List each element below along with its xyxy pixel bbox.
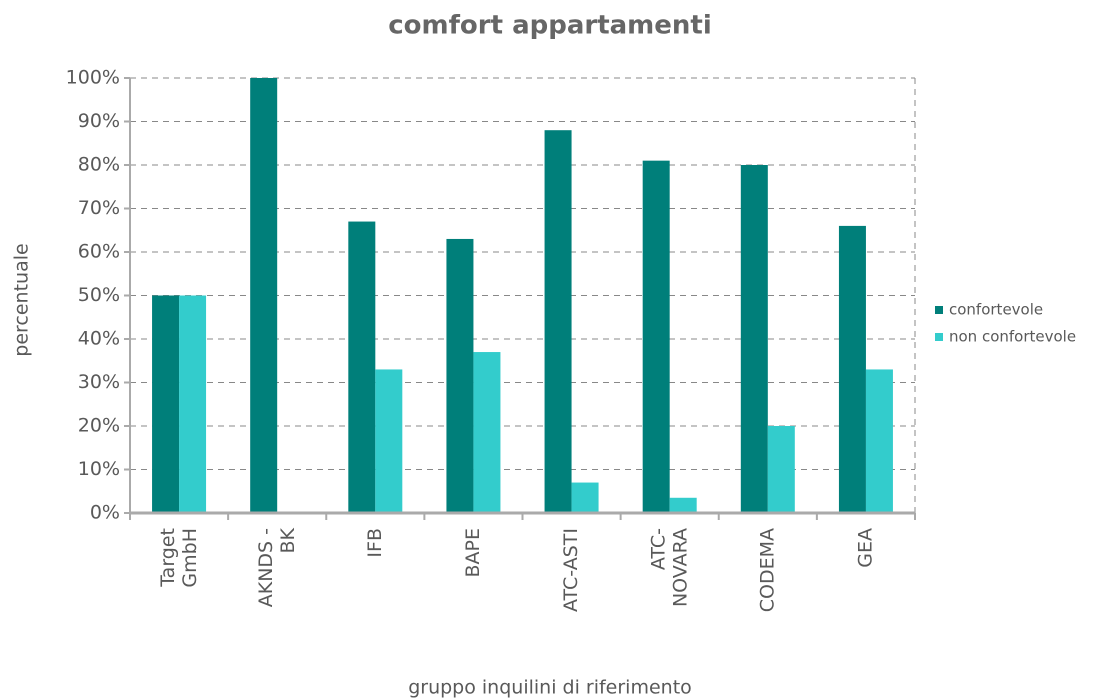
x-tick-label: AKNDS -BK xyxy=(255,527,299,607)
bar xyxy=(767,426,795,513)
bar xyxy=(669,497,697,513)
bar xyxy=(571,482,599,513)
x-tick-label: ATC-ASTI xyxy=(560,528,582,612)
y-axis-label: percentuale xyxy=(11,243,33,356)
bar xyxy=(740,165,768,513)
x-tick-label: ATC-NOVARA xyxy=(647,528,691,607)
bar xyxy=(179,295,207,513)
bar xyxy=(348,221,376,514)
x-tick-label: GEA xyxy=(854,528,876,568)
bar xyxy=(250,78,278,513)
bar xyxy=(865,369,893,513)
x-tick-label: BAPE xyxy=(462,528,484,578)
chart-title: comfort appartamenti xyxy=(388,11,712,41)
y-tick-label: 60% xyxy=(78,241,120,263)
bar xyxy=(152,295,180,513)
legend-swatch xyxy=(935,333,943,341)
y-tick-label: 10% xyxy=(78,458,120,480)
bar xyxy=(446,238,474,513)
x-axis-label: gruppo inquilini di riferimento xyxy=(408,677,692,699)
y-tick-label: 100% xyxy=(66,67,120,89)
y-tick-label: 0% xyxy=(90,502,120,524)
bar xyxy=(544,130,572,513)
bar xyxy=(838,225,866,513)
bar xyxy=(375,369,403,513)
y-tick-label: 80% xyxy=(78,154,120,176)
x-tick-label: TargetGmbH xyxy=(157,528,201,588)
bar xyxy=(642,160,670,513)
y-tick-label: 70% xyxy=(78,197,120,219)
x-tick-label: CODEMA xyxy=(756,528,778,612)
y-tick-label: 30% xyxy=(78,371,120,393)
legend-label: non confortevole xyxy=(949,328,1076,346)
legend-swatch xyxy=(935,306,943,314)
bar xyxy=(473,352,501,513)
y-tick-label: 90% xyxy=(78,110,120,132)
x-tick-label: IFB xyxy=(364,528,386,558)
y-tick-label: 50% xyxy=(78,284,120,306)
y-tick-label: 20% xyxy=(78,415,120,437)
legend-label: confortevole xyxy=(949,301,1043,319)
y-tick-label: 40% xyxy=(78,328,120,350)
